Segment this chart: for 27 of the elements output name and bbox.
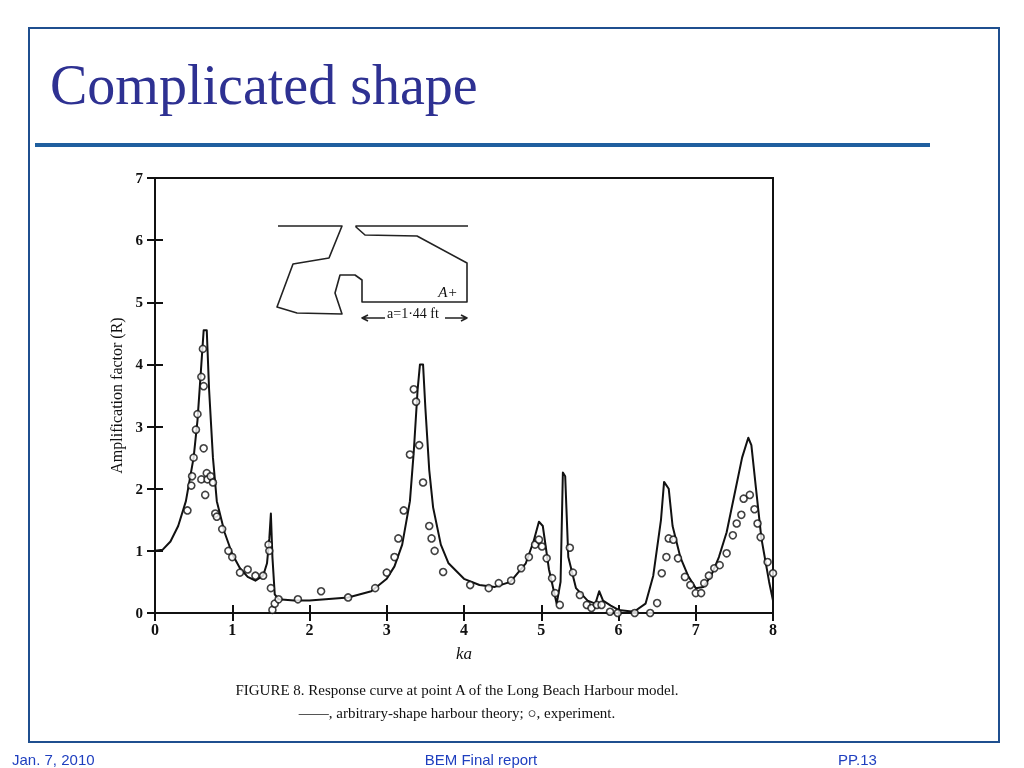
- y-tick-label: 2: [135, 480, 143, 497]
- x-tick-label: 8: [769, 620, 777, 638]
- x-tick-label: 3: [382, 620, 391, 638]
- x-tick-label: 1: [228, 620, 237, 638]
- y-tick-label: 1: [135, 542, 143, 559]
- x-tick-label: 5: [537, 620, 546, 638]
- text: BEM Final report: [424, 750, 539, 768]
- text: PP.13: [838, 750, 877, 768]
- x-tick-label: 7: [691, 620, 700, 638]
- x-tick-label: 2: [305, 620, 314, 638]
- y-tick-label: 0: [135, 605, 143, 621]
- text: ——, arbitrary-shape harbour theory; ○, experiment.: [297, 705, 616, 721]
- text: Jan. 7, 2010: [12, 750, 95, 768]
- y-tick-label: 5: [135, 294, 143, 311]
- annotation: a=1·44 ft: [387, 305, 440, 321]
- y-tick-label: 3: [135, 418, 143, 435]
- caption: FIGURE 8. Response curve at point A of the Long Beach Harbour model.: [235, 682, 679, 698]
- x-axis-title: ka: [455, 644, 473, 663]
- x-tick-label: 0: [151, 620, 159, 638]
- y-tick-label: 6: [135, 232, 144, 249]
- x-tick-label: 4: [460, 620, 468, 638]
- y-axis-title: Amplification factor (R): [108, 317, 127, 474]
- x-tick-label: 6: [614, 620, 623, 638]
- y-tick-label: 7: [135, 170, 144, 186]
- y-tick-label: 4: [135, 356, 144, 373]
- chart-title: Complicated shape: [50, 54, 478, 116]
- annotation: A+: [437, 284, 458, 300]
